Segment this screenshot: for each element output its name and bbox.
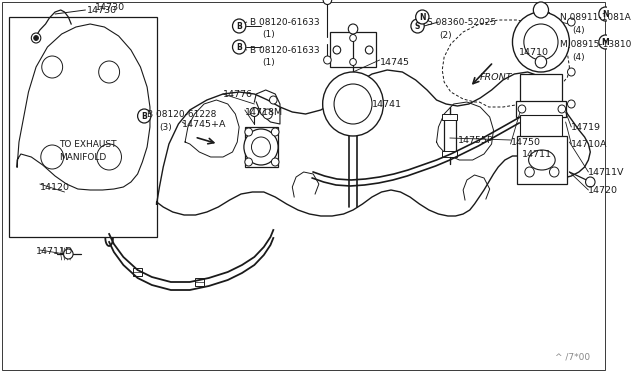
Circle shape	[568, 68, 575, 76]
Text: (1): (1)	[262, 58, 275, 67]
Circle shape	[323, 0, 332, 4]
Circle shape	[31, 33, 41, 43]
Text: B 08120-61228: B 08120-61228	[147, 109, 216, 119]
Bar	[517, 136, 566, 184]
Text: 14745+A: 14745+A	[182, 119, 227, 128]
Text: 14745: 14745	[380, 58, 410, 67]
Circle shape	[324, 56, 332, 64]
Ellipse shape	[529, 150, 555, 170]
Circle shape	[269, 96, 277, 104]
Bar	[133, 268, 142, 276]
Text: 14750: 14750	[511, 138, 541, 147]
Circle shape	[97, 144, 122, 170]
Circle shape	[334, 84, 372, 124]
Circle shape	[232, 19, 246, 33]
Circle shape	[415, 10, 429, 24]
Text: 14741: 14741	[372, 99, 402, 109]
Text: B 08120-61633: B 08120-61633	[250, 17, 319, 26]
Text: 14730: 14730	[95, 3, 125, 12]
Text: N: N	[602, 10, 609, 19]
Circle shape	[558, 105, 566, 113]
Text: (1): (1)	[262, 29, 275, 38]
Bar	[444, 116, 456, 154]
Circle shape	[525, 167, 534, 177]
Text: (4): (4)	[572, 26, 585, 35]
Circle shape	[245, 128, 252, 136]
Text: 14720: 14720	[588, 186, 618, 195]
Circle shape	[599, 35, 612, 49]
Text: TO EXHAUST: TO EXHAUST	[59, 140, 116, 148]
Circle shape	[550, 167, 559, 177]
Circle shape	[599, 7, 612, 21]
Circle shape	[411, 19, 424, 33]
Circle shape	[42, 56, 63, 78]
Circle shape	[349, 58, 356, 65]
Bar	[245, 127, 278, 167]
Circle shape	[365, 46, 373, 54]
Text: N 08911-1081A: N 08911-1081A	[560, 13, 630, 22]
Circle shape	[138, 109, 151, 123]
Circle shape	[271, 158, 279, 166]
Text: MANIFOLD: MANIFOLD	[59, 153, 106, 161]
Text: 14120: 14120	[40, 183, 70, 192]
Bar	[10, 17, 157, 237]
Bar	[442, 151, 458, 157]
Text: 14718M: 14718M	[245, 108, 283, 116]
Text: 14730: 14730	[87, 6, 117, 15]
Text: M: M	[602, 38, 609, 46]
Text: (3): (3)	[159, 122, 172, 131]
Text: 14776: 14776	[223, 90, 253, 99]
Circle shape	[252, 137, 271, 157]
Text: (4): (4)	[572, 52, 585, 61]
Circle shape	[271, 128, 279, 136]
Circle shape	[41, 145, 63, 169]
Circle shape	[333, 46, 340, 54]
Circle shape	[518, 105, 525, 113]
Circle shape	[349, 35, 356, 42]
Bar	[520, 115, 562, 137]
Circle shape	[250, 108, 259, 116]
Circle shape	[348, 24, 358, 34]
Text: B 08120-61633: B 08120-61633	[250, 45, 319, 55]
Circle shape	[568, 100, 575, 108]
Text: 14710: 14710	[519, 48, 549, 57]
Text: 14711D: 14711D	[36, 247, 74, 257]
Text: B: B	[141, 112, 147, 121]
Bar	[330, 32, 376, 67]
Text: ^ /7*00: ^ /7*00	[555, 353, 590, 362]
Text: B: B	[236, 42, 242, 51]
Text: 14719: 14719	[572, 122, 602, 131]
Bar	[516, 101, 566, 117]
Text: S: S	[415, 22, 420, 31]
Text: S 08360-52025: S 08360-52025	[427, 17, 496, 26]
Text: M 08915-13810: M 08915-13810	[560, 39, 631, 48]
Circle shape	[323, 72, 383, 136]
Text: B: B	[236, 22, 242, 31]
Text: N: N	[419, 13, 426, 22]
Circle shape	[99, 61, 120, 83]
Circle shape	[524, 24, 558, 60]
Circle shape	[34, 35, 38, 41]
Text: 14710A: 14710A	[572, 140, 608, 148]
Bar	[195, 278, 204, 286]
Circle shape	[513, 12, 570, 72]
Circle shape	[586, 177, 595, 187]
Text: (2): (2)	[440, 31, 452, 39]
Text: FRONT: FRONT	[479, 73, 512, 81]
Text: 14711V: 14711V	[588, 167, 625, 176]
Bar	[520, 74, 562, 102]
Circle shape	[245, 158, 252, 166]
Circle shape	[63, 249, 73, 259]
Bar	[442, 114, 458, 120]
Circle shape	[533, 2, 548, 18]
Circle shape	[263, 109, 273, 119]
Text: 14711: 14711	[522, 150, 552, 158]
Circle shape	[244, 129, 278, 165]
Circle shape	[535, 56, 547, 68]
Circle shape	[568, 18, 575, 26]
Text: 14755P: 14755P	[458, 135, 494, 144]
Circle shape	[232, 40, 246, 54]
